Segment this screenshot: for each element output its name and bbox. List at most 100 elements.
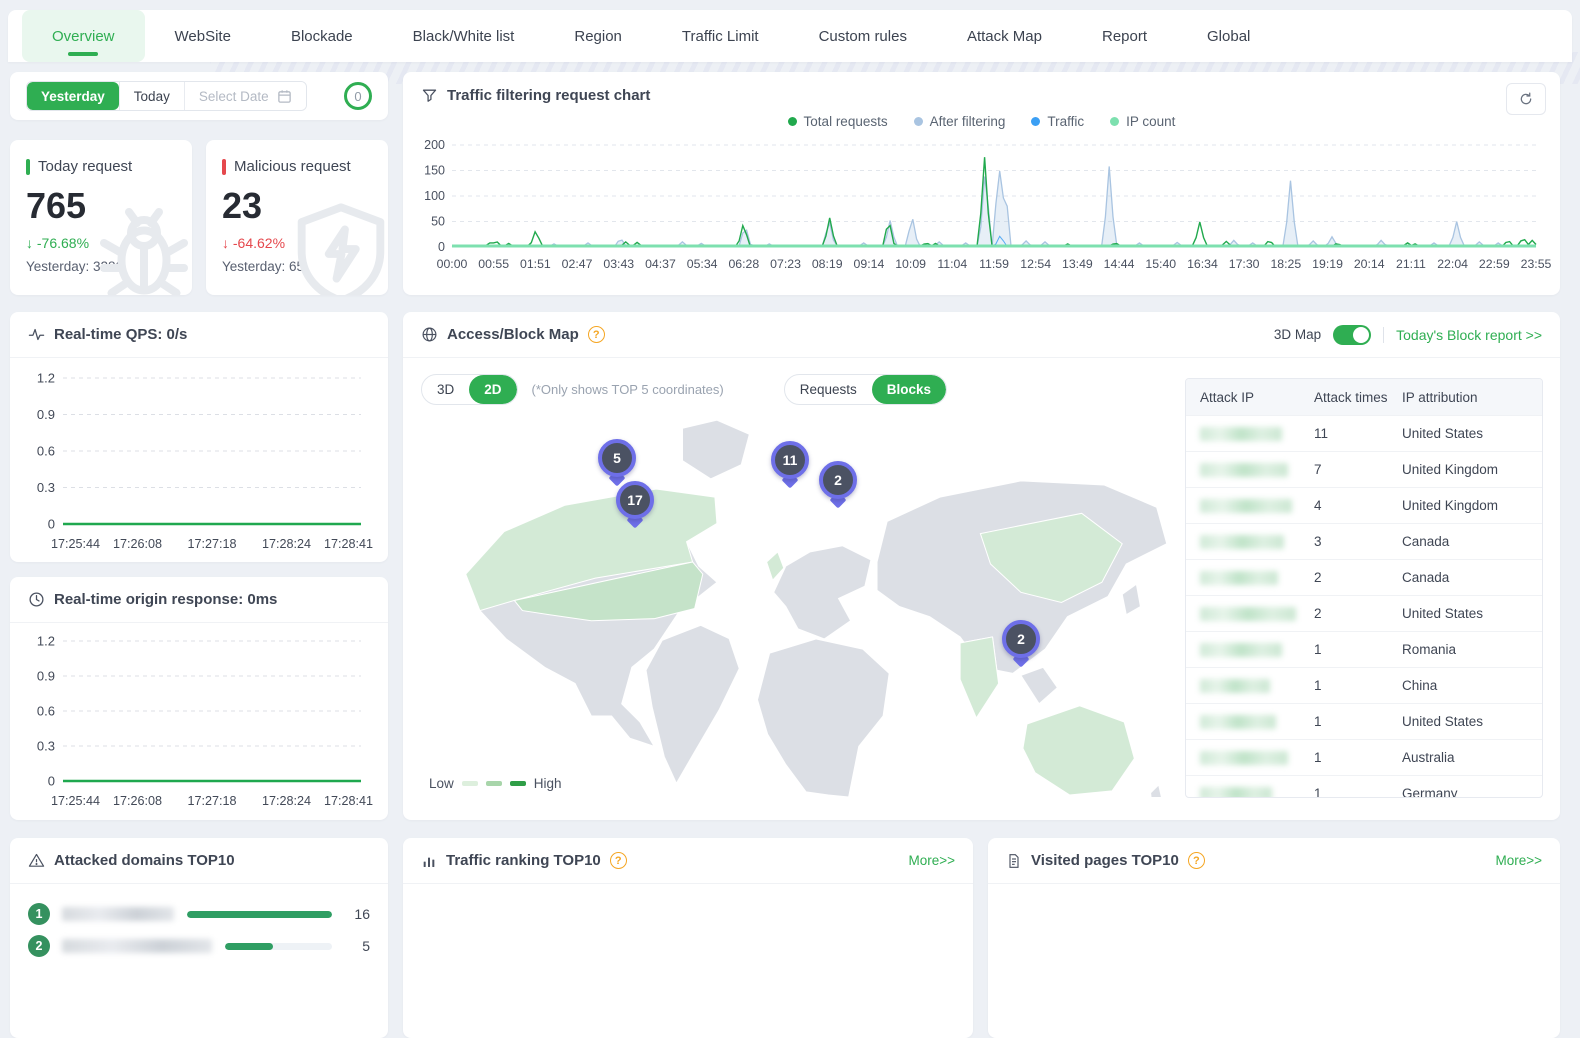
3d-button[interactable]: 3D — [422, 375, 469, 404]
visited-pages-more-link[interactable]: More>> — [1495, 853, 1542, 868]
legend-ip-count[interactable]: IP count — [1110, 114, 1175, 129]
legend-after-filtering[interactable]: After filtering — [914, 114, 1006, 129]
pin-count: 17 — [627, 492, 643, 508]
attacked-domains-header: Attacked domains TOP10 — [10, 838, 388, 884]
tab-region[interactable]: Region — [544, 10, 652, 62]
bar-chart-icon — [421, 853, 437, 869]
svg-text:0.6: 0.6 — [37, 704, 55, 719]
attack-times-cell: 7 — [1314, 462, 1402, 477]
svg-text:17:30: 17:30 — [1228, 257, 1259, 271]
map-help-icon[interactable]: ? — [588, 326, 605, 343]
svg-text:11:59: 11:59 — [979, 257, 1009, 271]
tab-traffic-limit[interactable]: Traffic Limit — [652, 10, 789, 62]
attack-ip-cell — [1186, 607, 1314, 621]
tab-report[interactable]: Report — [1072, 10, 1177, 62]
tab-blockade[interactable]: Blockade — [261, 10, 383, 62]
2d-button[interactable]: 2D — [469, 375, 516, 404]
attack-ip-cell — [1186, 715, 1314, 729]
ip-attribution-cell: Canada — [1402, 570, 1542, 585]
domain-row: 2 5 — [28, 930, 370, 962]
origin-title: Real-time origin response: 0ms — [54, 591, 277, 608]
refresh-icon — [1518, 91, 1534, 107]
ip-attribution-cell: United Kingdom — [1402, 498, 1542, 513]
refresh-button[interactable] — [1506, 83, 1546, 115]
svg-text:0.3: 0.3 — [37, 480, 55, 495]
todays-block-report-link[interactable]: Today's Block report >> — [1396, 327, 1542, 343]
blocks-button[interactable]: Blocks — [872, 375, 946, 404]
legend-dot — [914, 117, 923, 126]
toggle-knob — [1353, 327, 1369, 343]
shield-bolt-icon — [282, 195, 388, 295]
attack-times-cell: 3 — [1314, 534, 1402, 549]
tab-global[interactable]: Global — [1177, 10, 1280, 62]
domain-count: 16 — [344, 906, 370, 922]
svg-text:02:47: 02:47 — [561, 257, 592, 271]
3d-map-toggle-label: 3D Map — [1274, 327, 1321, 342]
blurred-ip — [1200, 427, 1282, 441]
map-pin-united-states[interactable]: 17 — [616, 481, 654, 533]
svg-text:15:40: 15:40 — [1145, 257, 1176, 271]
svg-text:00:55: 00:55 — [478, 257, 509, 271]
blurred-ip — [1200, 571, 1278, 585]
legend-traffic[interactable]: Traffic — [1031, 114, 1084, 129]
svg-text:12:54: 12:54 — [1020, 257, 1051, 271]
attack-ip-cell — [1186, 463, 1314, 477]
tab-black-white-list[interactable]: Black/White list — [383, 10, 545, 62]
globe-icon — [421, 326, 438, 343]
svg-text:22:59: 22:59 — [1478, 257, 1509, 271]
attack-times-cell: 11 — [1314, 426, 1402, 441]
svg-text:03:43: 03:43 — [603, 257, 634, 271]
3d-map-toggle[interactable] — [1333, 325, 1371, 345]
legend-label: Total requests — [804, 114, 888, 129]
svg-text:04:37: 04:37 — [645, 257, 676, 271]
attack-ip-cell — [1186, 571, 1314, 585]
legend-total-requests[interactable]: Total requests — [788, 114, 888, 129]
svg-text:1.2: 1.2 — [37, 371, 55, 386]
svg-text:05:34: 05:34 — [686, 257, 717, 271]
svg-text:17:27:18: 17:27:18 — [187, 537, 236, 551]
svg-text:0.9: 0.9 — [37, 669, 55, 684]
blurred-ip — [1200, 535, 1284, 549]
map-pin-united-kingdom[interactable]: 11 — [771, 441, 809, 493]
svg-text:1.2: 1.2 — [37, 634, 55, 649]
attack-ip-cell — [1186, 679, 1314, 693]
svg-text:08:19: 08:19 — [811, 257, 842, 271]
tab-custom-rules[interactable]: Custom rules — [789, 10, 937, 62]
requests-button[interactable]: Requests — [785, 375, 872, 404]
col-attack-ip: Attack IP — [1186, 390, 1314, 405]
blurred-ip — [1200, 643, 1282, 657]
tab-attack-map[interactable]: Attack Map — [937, 10, 1072, 62]
today-request-card: Today request 765 ↓ -76.68% Yesterday: 3… — [10, 140, 192, 295]
svg-text:18:25: 18:25 — [1270, 257, 1301, 271]
select-date-input[interactable]: Select Date — [184, 82, 306, 110]
visited-pages-title: Visited pages TOP10 — [1031, 852, 1179, 869]
attack-ip-cell — [1186, 787, 1314, 799]
svg-text:17:28:24: 17:28:24 — [262, 537, 311, 551]
tab-website[interactable]: WebSite — [145, 10, 261, 62]
world-map[interactable]: 5 17 11 2 2 Low High — [413, 412, 1183, 797]
col-ip-attribution: IP attribution — [1402, 390, 1542, 405]
malicious-request-card: Malicious request 23 ↓ -64.62% Yesterday… — [206, 140, 388, 295]
attack-table-header: Attack IP Attack times IP attribution — [1186, 379, 1542, 415]
tab-overview[interactable]: Overview — [22, 10, 145, 62]
svg-text:17:28:24: 17:28:24 — [262, 794, 311, 808]
svg-text:0: 0 — [48, 517, 55, 532]
legend-dot — [788, 117, 797, 126]
blurred-ip — [1200, 679, 1270, 693]
pin-value: 17 — [616, 481, 654, 519]
accent-bar — [222, 159, 226, 175]
chart-legend: Total requests After filtering Traffic I… — [403, 114, 1560, 129]
traffic-ranking-more-link[interactable]: More>> — [908, 853, 955, 868]
attack-ip-cell — [1186, 499, 1314, 513]
map-pin-australia[interactable]: 2 — [1002, 620, 1040, 672]
pin-value: 2 — [819, 461, 857, 499]
today-button[interactable]: Today — [119, 82, 184, 110]
traffic-ranking-help-icon[interactable]: ? — [610, 852, 627, 869]
visited-pages-panel: Visited pages TOP10 ? More>> — [988, 838, 1560, 1038]
attack-times-cell: 1 — [1314, 642, 1402, 657]
yesterday-button[interactable]: Yesterday — [27, 82, 119, 110]
visited-pages-help-icon[interactable]: ? — [1188, 852, 1205, 869]
svg-text:22:04: 22:04 — [1437, 257, 1468, 271]
domain-row: 1 16 — [28, 898, 370, 930]
map-pin-eastern-europe[interactable]: 2 — [819, 461, 857, 513]
